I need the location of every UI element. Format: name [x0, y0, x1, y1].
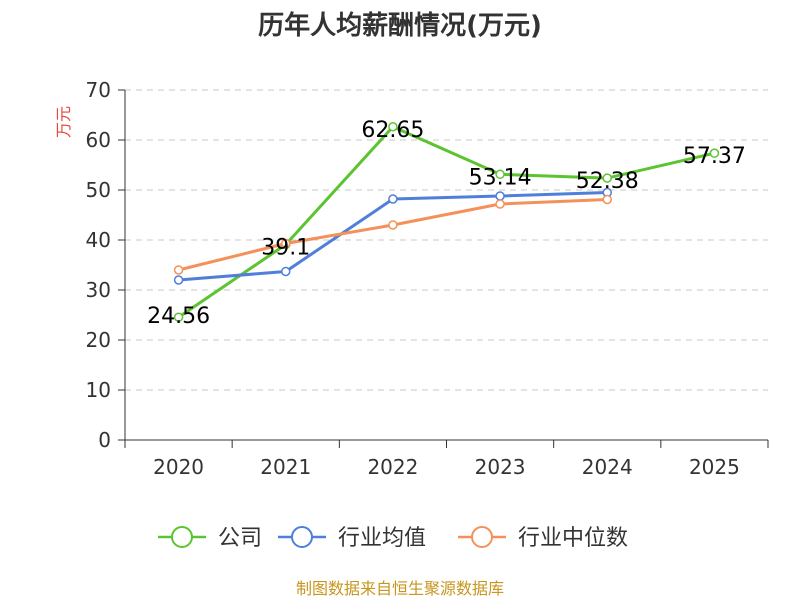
series-line-1 [178, 191, 608, 282]
data-point-1 [495, 191, 505, 201]
data-point-2 [388, 220, 398, 230]
y-tick-label: 60 [86, 128, 111, 152]
axes: 0 10 20 30 40 50 60 70 2020 2021 2022 2023 2024 2025 [86, 78, 769, 479]
data-label: 24.56 [147, 304, 210, 329]
data-point-1 [281, 266, 291, 277]
y-tick-label: 50 [86, 178, 111, 202]
x-tick-label: 2021 [260, 455, 311, 479]
legend-marker-2 [471, 526, 493, 548]
legend-label-2: 行业中位数 [518, 526, 628, 551]
y-tick-label: 40 [86, 228, 111, 252]
data-label: 52.38 [576, 169, 639, 194]
data-labels: 24.56 39.1 62.65 53.14 52.38 57.37 [147, 118, 746, 329]
x-tick-label: 2024 [582, 455, 633, 479]
y-tick-label: 70 [86, 78, 111, 102]
x-tick-label: 2023 [475, 455, 526, 479]
legend-label-0: 公司 [218, 526, 262, 551]
legend-marker-1 [291, 526, 313, 548]
series-line-0 [177, 125, 715, 319]
series-line-2 [178, 198, 608, 272]
data-point-0 [709, 148, 720, 158]
data-label: 53.14 [469, 165, 532, 190]
data-point-2 [281, 238, 291, 249]
data-point-2 [602, 194, 612, 205]
grid-lines [125, 89, 768, 391]
y-tick-label: 30 [86, 278, 111, 302]
data-point-0 [602, 173, 612, 183]
data-label: 39.1 [261, 236, 310, 261]
data-point-2 [173, 265, 184, 275]
data-point-2 [495, 199, 505, 209]
data-point-1 [173, 275, 184, 285]
x-tick-label: 2020 [153, 455, 204, 479]
data-point-1 [388, 194, 398, 204]
data-point-0 [173, 312, 184, 322]
source-note: 制图数据来自恒生聚源数据库 [296, 579, 504, 598]
chart-title: 历年人均薪酬情况(万元) [258, 10, 542, 41]
y-tick-label: 10 [86, 378, 111, 402]
data-point-0 [495, 169, 505, 180]
data-label: 57.37 [683, 144, 746, 169]
y-axis-label: 万元 [54, 106, 73, 138]
data-label: 62.65 [361, 118, 424, 143]
x-tick-label: 2022 [367, 455, 418, 479]
data-point-0 [388, 122, 398, 132]
y-tick-label: 20 [86, 328, 111, 352]
legend-marker-0 [171, 526, 193, 548]
legend[interactable]: 公司 行业均值 行业中位数 [158, 526, 628, 551]
series-layer [173, 122, 720, 322]
x-tick-label: 2025 [689, 455, 740, 479]
y-tick-label: 0 [98, 428, 111, 452]
legend-label-1: 行业均值 [338, 526, 426, 551]
